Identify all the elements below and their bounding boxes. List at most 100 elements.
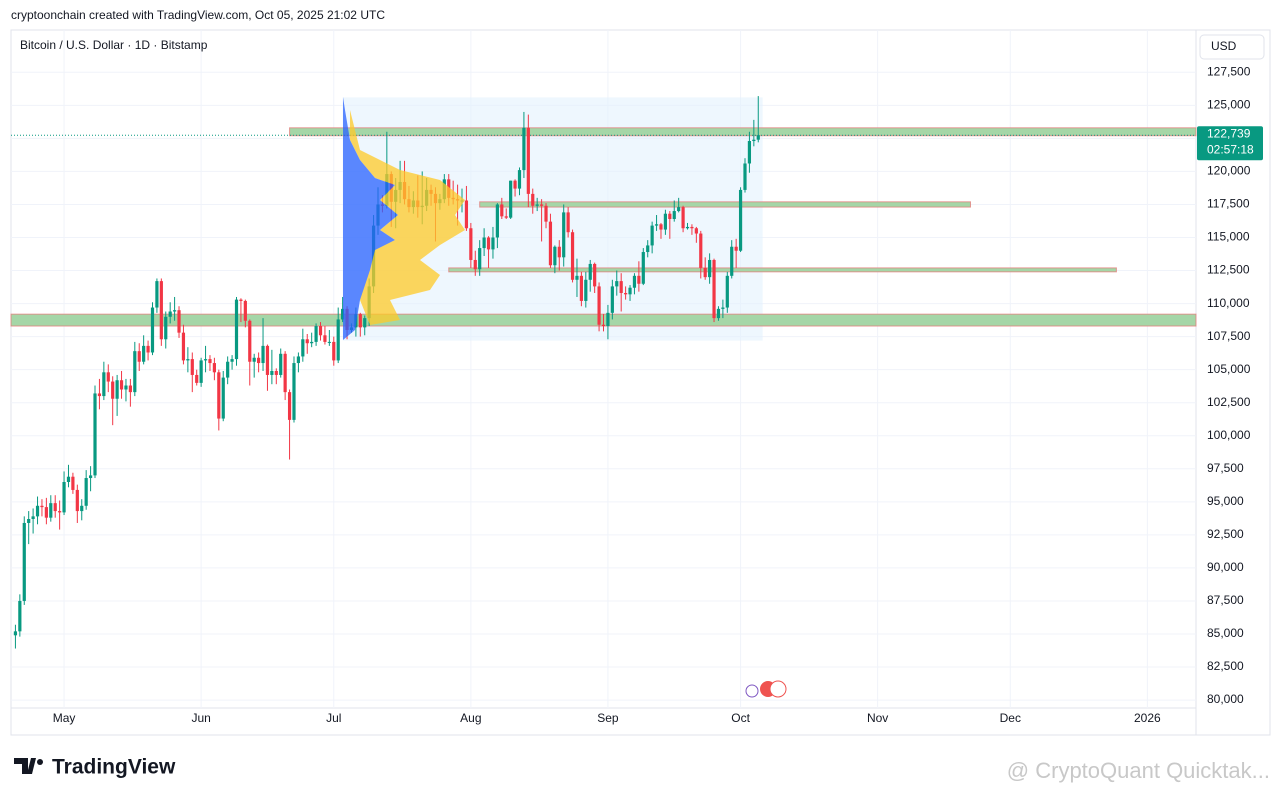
candle-body [212,363,216,373]
y-tick-label: 107,500 [1207,329,1251,343]
candle-body [106,372,110,382]
candle-body [584,279,588,301]
candle-body [685,226,690,229]
candle-body [323,335,327,342]
candle-body [570,232,575,280]
candle-body [703,267,707,278]
candle-body [119,380,124,390]
candle-body [500,204,504,217]
candle-body [557,246,561,258]
y-tick-label: 102,500 [1207,395,1251,409]
x-tick-label: Aug [460,711,481,725]
candle-body [486,237,491,250]
caption: cryptoonchain created with TradingView.c… [11,8,385,22]
candle-body [150,307,155,353]
brand-logo [14,758,36,774]
candle-body [137,351,141,362]
candle-body [646,245,650,253]
candle-body [708,259,712,278]
event-icon[interactable] [745,684,759,698]
candle-body [155,281,159,308]
currency-button[interactable] [1199,34,1265,60]
candle-body [535,204,539,206]
candle-body [314,326,318,342]
candle-body [628,287,632,295]
candle-body [142,345,146,362]
event-icons [745,680,787,698]
candle-body [159,281,163,340]
candle-body [22,522,26,601]
candle-body [261,345,265,364]
candle-body [624,293,628,295]
candle-body [173,310,177,312]
candle-body [111,381,115,399]
candle-body [102,372,106,397]
candle-body [146,345,150,353]
candle-body [694,228,698,234]
candle-body [619,281,623,294]
candle-body [668,213,672,219]
x-tick-label: Jun [191,711,210,725]
candle-body [752,139,756,142]
candle-body [606,312,610,327]
candle-body [509,180,513,218]
y-tick-label: 115,000 [1207,230,1250,244]
x-tick-label: May [53,711,76,725]
candle-body [548,221,553,266]
candle-body [469,228,473,260]
y-tick-label: 112,500 [1207,263,1250,277]
candle-body [539,204,544,206]
candle-body [650,225,654,246]
candle-body [13,631,18,636]
brand-logo-dot [37,759,43,765]
zone [448,267,1117,273]
candle-body [478,248,482,270]
countdown: 02:57:18 [1207,142,1254,156]
currency: USD [1211,39,1237,53]
candle-body [305,339,309,344]
candle-body [632,275,637,288]
candle-body [49,503,53,518]
y-tick-label: 127,500 [1207,64,1251,78]
candle-body [526,127,530,194]
candle-body [756,135,760,140]
x-tick-label: Nov [867,711,888,725]
candle-body [473,259,477,270]
candle-body [677,207,681,212]
candle-body [230,359,234,362]
y-tick-label: 95,000 [1207,494,1244,508]
candle-body [97,393,102,397]
candle-body [641,252,645,284]
event-icon[interactable] [769,680,787,698]
candle-body [513,180,517,189]
candle-body [531,193,535,206]
candle-body [743,163,747,190]
candle-body [504,216,508,218]
y-tick-label: 90,000 [1207,560,1244,574]
candle-body [239,299,243,301]
candle-body [681,207,685,229]
y-tick-label: 87,500 [1207,593,1244,607]
x-tick-label: Sep [597,711,619,725]
y-tick-label: 110,000 [1207,296,1250,310]
candle-body [716,308,721,319]
candle-body [257,357,261,364]
candle-body [44,507,48,518]
candle-body [181,332,186,361]
candle-body [699,233,703,268]
candle-body [265,345,270,375]
candle-body [124,385,128,390]
candle-body [287,392,292,420]
last-price-label: 122,739 [1207,126,1251,140]
candle-body [270,370,274,375]
candle-body [186,359,190,361]
candle-body [71,476,75,490]
y-tick-label: 92,500 [1207,527,1244,541]
x-tick-label: 2026 [1134,711,1161,725]
candle-body [177,310,181,333]
candle-body [279,353,283,375]
candle-body [133,351,137,393]
y-tick-label: 97,500 [1207,461,1244,475]
candle-body [318,326,323,336]
